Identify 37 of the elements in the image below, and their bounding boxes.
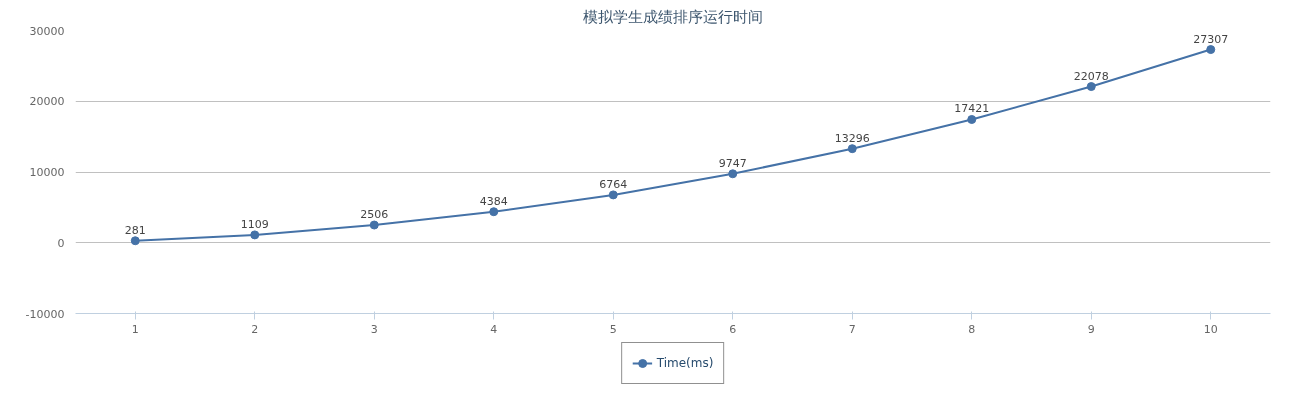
x-tick-label: 2 — [251, 322, 259, 336]
legend-label: Time(ms) — [656, 355, 714, 370]
y-tick-label: 20000 — [29, 95, 65, 109]
chart-title: 模拟学生成绩排序运行时间 — [583, 7, 763, 26]
data-label: 281 — [124, 223, 146, 237]
point — [130, 236, 140, 246]
data-label: 27307 — [1193, 32, 1229, 46]
data-label: 22078 — [1073, 69, 1109, 83]
x-tick-label: 3 — [370, 322, 378, 336]
point — [1206, 45, 1216, 55]
y-tick-label: 10000 — [29, 166, 65, 179]
x-tick-label: 10 — [1203, 322, 1218, 336]
point — [847, 144, 857, 154]
x-tick-label: 9 — [1087, 322, 1095, 336]
data-label: 13296 — [834, 131, 870, 145]
x-tick-label: 5 — [609, 322, 617, 336]
data-label: 4384 — [479, 194, 508, 208]
x-tick-label: 7 — [848, 322, 856, 336]
data-label: 6764 — [599, 177, 628, 191]
data-label: 1109 — [240, 217, 269, 231]
point — [369, 220, 379, 230]
point — [250, 230, 260, 240]
x-tick-label: 4 — [490, 322, 498, 336]
point — [489, 207, 499, 217]
x-tick-label: 8 — [968, 322, 976, 336]
x-tick-label: 1 — [131, 322, 139, 336]
y-tick-label: -10000 — [25, 307, 65, 321]
point — [608, 190, 618, 200]
point — [728, 169, 738, 179]
x-tick-label: 6 — [729, 322, 737, 336]
data-label: 17421 — [954, 102, 990, 116]
point — [967, 115, 977, 124]
data-label: 2506 — [360, 208, 389, 222]
data-label: 9747 — [718, 156, 747, 170]
y-tick-label: 0 — [57, 236, 65, 250]
y-tick-label: 30000 — [29, 24, 65, 38]
point — [1086, 82, 1096, 92]
